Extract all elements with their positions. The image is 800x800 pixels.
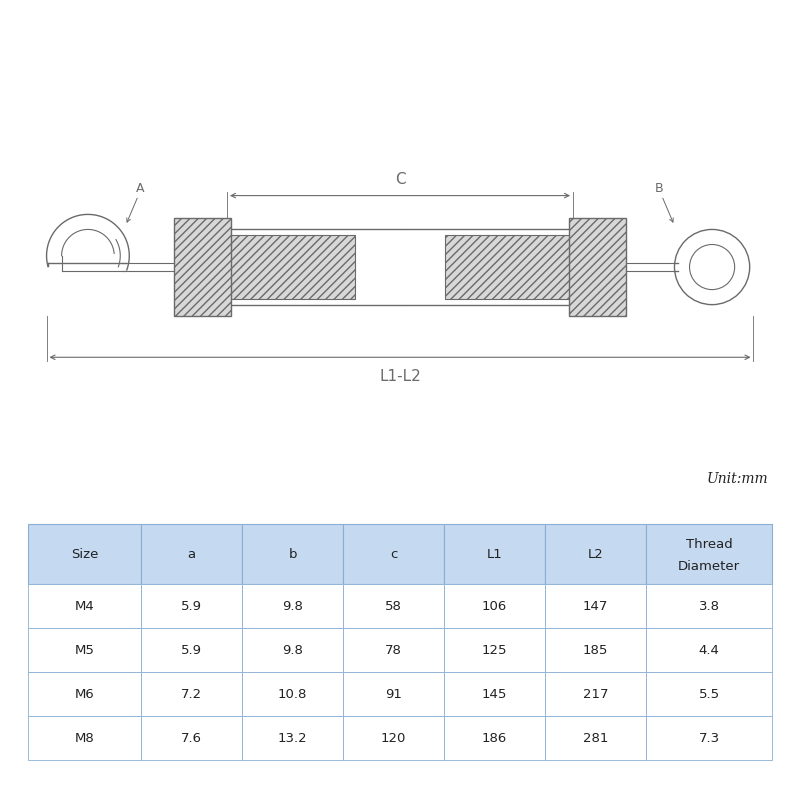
Bar [445, 235, 618, 298]
Text: c: c [390, 547, 398, 561]
Text: 4.4: 4.4 [698, 643, 719, 657]
Text: Unit:mm: Unit:mm [707, 472, 769, 486]
Text: M5: M5 [74, 643, 94, 657]
Bar [28, 628, 142, 672]
Bar [142, 672, 242, 716]
Bar [343, 628, 444, 672]
Text: 7.3: 7.3 [698, 731, 720, 745]
Text: 7.6: 7.6 [182, 731, 202, 745]
Text: 10.8: 10.8 [278, 687, 307, 701]
Bar [343, 584, 444, 628]
Text: A: A [136, 182, 145, 194]
Text: 5.9: 5.9 [182, 599, 202, 613]
Text: 125: 125 [482, 643, 507, 657]
Text: 185: 185 [583, 643, 608, 657]
Text: 91: 91 [386, 687, 402, 701]
Text: 9.8: 9.8 [282, 643, 303, 657]
Text: 13.2: 13.2 [278, 731, 307, 745]
Text: M4: M4 [74, 599, 94, 613]
Bar [444, 584, 545, 628]
Bar [242, 672, 343, 716]
Bar [444, 716, 545, 760]
Text: Size: Size [71, 547, 98, 561]
Bar [444, 628, 545, 672]
Text: 3.8: 3.8 [698, 599, 720, 613]
Text: b: b [289, 547, 297, 561]
Bar [646, 716, 772, 760]
Text: 281: 281 [583, 731, 608, 745]
Bar [570, 218, 626, 316]
Text: 145: 145 [482, 687, 507, 701]
Text: 106: 106 [482, 599, 507, 613]
Text: 58: 58 [386, 599, 402, 613]
Bar [142, 628, 242, 672]
Bar [545, 672, 646, 716]
Text: 186: 186 [482, 731, 507, 745]
Bar [545, 716, 646, 760]
Bar [545, 628, 646, 672]
Bar [28, 584, 142, 628]
Text: L1: L1 [486, 547, 502, 561]
Bar [545, 524, 646, 584]
Text: 78: 78 [386, 643, 402, 657]
Text: Thread: Thread [686, 538, 733, 551]
Bar [227, 230, 573, 305]
Bar [646, 584, 772, 628]
Bar [242, 524, 343, 584]
Text: 7.2: 7.2 [182, 687, 202, 701]
Text: 120: 120 [381, 731, 406, 745]
Bar [646, 628, 772, 672]
Bar [142, 716, 242, 760]
Bar [142, 584, 242, 628]
Bar [343, 672, 444, 716]
Text: 5.9: 5.9 [182, 643, 202, 657]
Bar [343, 716, 444, 760]
Text: Diameter: Diameter [678, 559, 740, 573]
Text: M8: M8 [74, 731, 94, 745]
Bar [444, 672, 545, 716]
Text: M6: M6 [74, 687, 94, 701]
Bar [28, 716, 142, 760]
Bar [646, 672, 772, 716]
Bar [174, 218, 231, 316]
Bar [545, 584, 646, 628]
Bar [343, 524, 444, 584]
Bar [28, 672, 142, 716]
Text: 147: 147 [583, 599, 608, 613]
Bar [242, 716, 343, 760]
Bar [142, 524, 242, 584]
Text: a: a [188, 547, 196, 561]
Bar [182, 235, 355, 298]
Text: L2: L2 [588, 547, 603, 561]
Bar [646, 524, 772, 584]
Bar [242, 584, 343, 628]
Bar [242, 628, 343, 672]
Text: 9.8: 9.8 [282, 599, 303, 613]
Bar [28, 524, 142, 584]
Text: L1-L2: L1-L2 [379, 369, 421, 383]
Text: 217: 217 [583, 687, 608, 701]
Text: B: B [655, 182, 664, 194]
Text: C: C [394, 171, 406, 186]
Bar [444, 524, 545, 584]
Text: 5.5: 5.5 [698, 687, 720, 701]
